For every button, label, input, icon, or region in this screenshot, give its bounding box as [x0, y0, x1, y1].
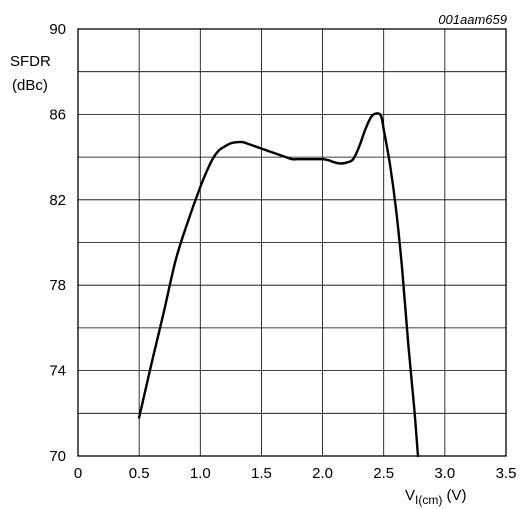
y-tick-label-5: 90	[49, 21, 66, 38]
y-tick-label-2: 78	[49, 277, 66, 294]
figure-reference-code: 001aam659	[438, 12, 507, 27]
y-tick-label-4: 86	[49, 106, 66, 123]
x-tick-label-2: 1.0	[190, 465, 211, 482]
x-tick-labels: 0 0.5 1.0 1.5 2.0 2.5 3.0 3.5	[74, 465, 517, 482]
x-tick-label-7: 3.5	[496, 465, 517, 482]
y-tick-labels: 70 74 78 82 86 90	[49, 21, 66, 465]
x-axis-label-unit: (V)	[442, 487, 466, 504]
y-tick-label-1: 74	[49, 363, 66, 380]
sfdr-curve	[137, 112, 420, 458]
y-axis-label-line1: SFDR	[10, 53, 51, 70]
y-axis-label-line2: (dBc)	[12, 77, 48, 94]
x-tick-label-4: 2.0	[312, 465, 333, 482]
x-tick-label-0: 0	[74, 465, 82, 482]
grid-lines	[78, 29, 506, 456]
plot-frame	[77, 28, 507, 457]
x-tick-label-3: 1.5	[251, 465, 272, 482]
y-tick-label-3: 82	[49, 192, 66, 209]
x-tick-label-1: 0.5	[129, 465, 150, 482]
x-tick-label-6: 3.0	[434, 465, 455, 482]
x-axis-label: VI(cm) (V)	[405, 487, 467, 507]
x-axis-label-subscript: I(cm)	[415, 493, 442, 507]
x-axis-label-main: V	[405, 487, 415, 504]
y-tick-label-0: 70	[49, 448, 66, 465]
x-tick-label-5: 2.5	[373, 465, 394, 482]
